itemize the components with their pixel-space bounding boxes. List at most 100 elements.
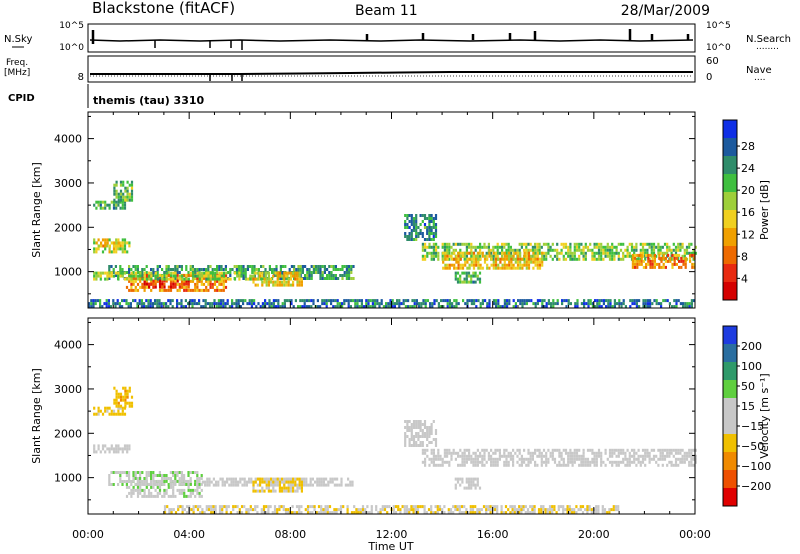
data-cell [256,489,259,493]
data-cell [597,508,600,512]
data-cell [217,305,220,309]
data-cell [506,302,509,306]
data-cell [516,260,520,264]
data-cell [421,220,424,223]
data-cell [330,299,333,303]
data-cell [516,263,520,267]
data-cell [341,277,344,280]
data-cell [263,480,266,484]
data-cell [613,251,616,255]
data-cell [119,265,122,268]
data-cell [400,302,403,306]
data-cell [203,274,206,278]
data-cell [651,265,654,269]
data-cell [423,423,427,426]
data-cell [292,489,295,493]
data-cell [489,508,492,512]
data-cell [235,302,238,306]
data-cell [611,242,614,246]
data-cell [631,262,634,266]
data-cell [217,483,220,487]
nave-tick-bottom: 0 [706,72,712,83]
data-cell [646,305,649,309]
data-cell [677,451,680,455]
data-cell [688,302,691,306]
data-cell [237,299,240,303]
data-cell [524,505,527,509]
data-cell [674,245,678,249]
data-cell [136,271,139,274]
data-cell [121,409,124,413]
data-cell [220,271,223,275]
data-cell [267,280,270,284]
y-tick-label: 4000 [54,339,82,352]
data-cell [191,488,195,492]
data-cell [594,299,597,303]
data-cell [300,283,303,287]
data-cell [461,254,465,258]
data-cell [148,285,151,289]
data-cell [478,511,481,515]
data-cell [485,251,488,255]
nsearch-label: N.Search [746,34,791,45]
data-cell [435,245,438,249]
data-cell [210,505,213,509]
data-cell [541,260,544,264]
data-cell [593,454,596,458]
data-cell [178,488,181,492]
data-cell [270,489,273,493]
data-cell [123,471,126,474]
data-cell [454,451,457,455]
data-cell [392,508,395,512]
data-cell [396,302,399,306]
data-cell [319,277,322,280]
data-cell [456,271,460,275]
data-cell [540,505,543,509]
data-cell [213,299,216,303]
data-cell [430,457,433,461]
data-cell [106,241,109,245]
data-cell [213,279,217,283]
data-cell [124,186,127,190]
data-cell [115,389,118,393]
data-cell [128,265,131,268]
data-cell [683,457,686,461]
data-cell [183,282,186,286]
data-cell [640,259,643,263]
data-cell [371,302,374,306]
data-cell [260,277,263,281]
data-cell [434,214,438,217]
data-cell [648,457,651,461]
data-cell [519,260,522,264]
data-cell [388,505,391,509]
data-cell [112,203,116,207]
data-cell [514,248,517,252]
time-axis-label: Time UT [367,540,413,553]
data-cell [512,305,515,309]
data-cell [639,460,642,464]
data-cell [234,483,237,487]
data-cell [525,463,528,467]
data-cell [635,451,638,455]
data-cell [472,271,475,275]
data-cell [299,268,302,271]
data-cell [624,463,627,467]
data-cell [202,276,206,280]
data-cell [354,299,357,303]
data-cell [551,508,554,512]
data-cell [487,505,490,509]
data-cell [472,457,475,461]
data-cell [414,511,417,515]
data-cell [530,299,533,303]
data-cell [123,206,127,210]
data-cell [417,423,420,426]
data-cell [311,477,314,481]
data-cell [444,266,447,270]
data-cell [145,494,148,498]
nsky-label: N.Sky [4,34,32,45]
data-cell [690,242,693,246]
data-cell [591,305,594,309]
data-cell [108,447,111,451]
data-cell [93,406,96,410]
data-cell [502,511,505,515]
